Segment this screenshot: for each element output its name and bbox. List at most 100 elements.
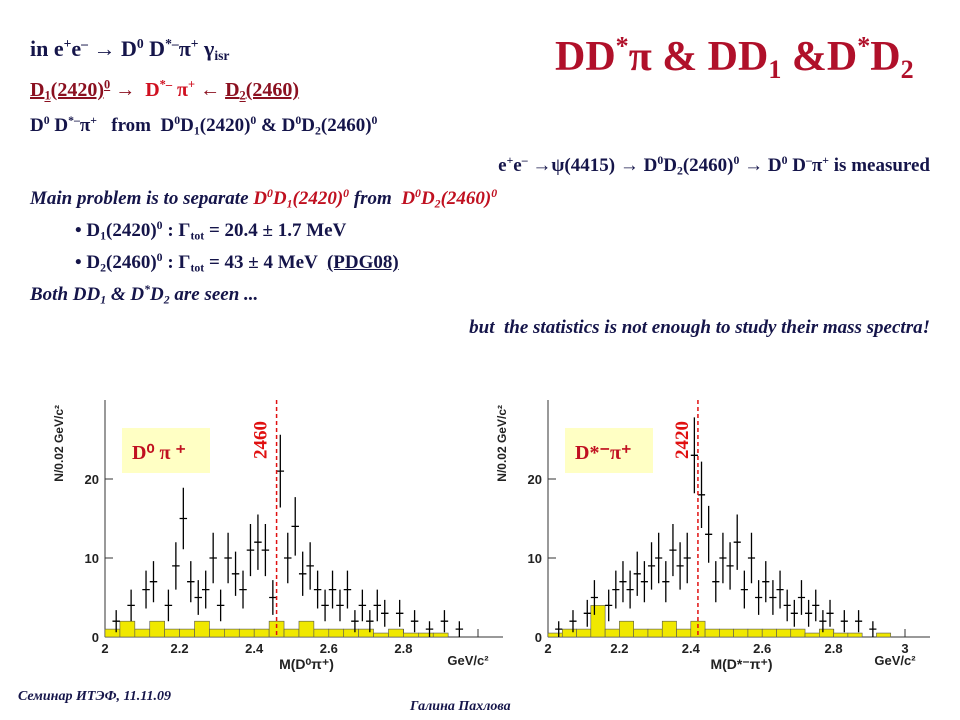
data-point (179, 487, 188, 550)
text-segment: * (857, 31, 871, 61)
x-axis-unit: GeV/c² (874, 653, 916, 668)
y-tick-label: 20 (85, 472, 99, 487)
background-bar (194, 620, 210, 638)
text-segment: from D (97, 115, 175, 136)
data-point (762, 561, 770, 603)
y-tick-label: 0 (92, 630, 99, 645)
text-segment: 0 (43, 113, 50, 127)
data-point (662, 561, 670, 603)
text-segment: D (135, 79, 160, 101)
text-segment: 2 (900, 54, 914, 84)
data-point (328, 570, 337, 609)
data-point (740, 570, 748, 609)
text-segment: but the statistics is not enough to stud… (469, 317, 930, 338)
y-tick-label: 10 (85, 551, 99, 566)
data-point (142, 570, 150, 609)
text-segment: D (401, 188, 416, 209)
background-bar (804, 632, 820, 638)
text-segment: 0 (371, 113, 378, 127)
text-segment: D (30, 79, 45, 101)
data-point (812, 589, 820, 622)
text-line: • D1(2420)0 : Γtot = 20.4 ± 1.7 MeV (75, 218, 347, 243)
data-point (626, 570, 634, 609)
x-tick-label: 2.2 (171, 641, 189, 656)
text-segment: 0 (733, 153, 740, 167)
text-segment: 0 (415, 186, 421, 200)
text-segment: π (811, 155, 823, 176)
x-axis-unit: GeV/c² (447, 653, 489, 668)
text-segment: * (615, 31, 629, 61)
text-segment: & D (106, 284, 145, 305)
text-segment: are seen ... (169, 284, 259, 305)
x-tick-label: 2 (544, 641, 551, 656)
text-segment: + (63, 35, 72, 51)
text-segment: DD (555, 34, 616, 80)
background-bar (833, 632, 849, 638)
text-segment: e (498, 155, 507, 176)
text-segment: – (805, 153, 812, 167)
text-segment: 2 (676, 164, 683, 178)
text-segment: 0 (781, 153, 788, 167)
data-point (712, 561, 720, 603)
data-point (776, 570, 784, 609)
data-point (201, 570, 210, 609)
text-segment: D (787, 155, 806, 176)
text-segment: *– (159, 77, 173, 92)
text-segment: γ (198, 36, 215, 61)
background-bar (776, 628, 792, 638)
text-segment: + (822, 153, 830, 167)
text-segment: 2 (163, 293, 170, 307)
text-line: D1(2420)0 → D*– π+ ← D2(2460) (30, 77, 299, 102)
legend-box (122, 428, 210, 473)
background-bar (876, 632, 892, 638)
text-segment: • D (75, 252, 101, 273)
text-segment: tot (190, 261, 205, 275)
background-bar (313, 628, 330, 638)
legend-label: D*⁻π⁺ (575, 442, 632, 464)
data-point (855, 610, 863, 633)
data-point (733, 514, 741, 570)
data-point (194, 580, 202, 615)
text-line: but the statistics is not enough to stud… (469, 318, 930, 337)
background-bar (561, 628, 577, 638)
data-point (555, 621, 563, 637)
background-bar (238, 628, 255, 638)
text-segment: in e (30, 36, 64, 61)
text-segment: e (513, 155, 522, 176)
background-bar (747, 628, 763, 638)
text-segment: : Γ (162, 220, 191, 241)
data-point (726, 542, 734, 590)
text-segment: 0 (491, 186, 498, 200)
text-segment: 0 (103, 77, 111, 92)
text-segment: Both DD (30, 284, 101, 305)
text-segment: is measured (829, 155, 930, 176)
data-point (410, 610, 419, 633)
data-point (395, 599, 404, 627)
text-segment: = 20.4 ± 1.7 MeV (204, 220, 347, 241)
text-segment: (2460) (440, 188, 492, 209)
data-point (351, 610, 359, 633)
background-bar (328, 628, 345, 638)
data-point (284, 532, 292, 584)
background-bar (633, 628, 649, 638)
text-segment: : Γ (162, 252, 191, 273)
x-tick-label: 2.4 (245, 641, 264, 656)
background-bar (790, 628, 806, 638)
x-tick-label: 2 (101, 641, 108, 656)
text-segment: from (349, 188, 402, 209)
text-segment: tot (190, 229, 205, 243)
text-segment: e (71, 36, 82, 61)
data-point (209, 532, 217, 584)
text-segment: = 43 ± 4 MeV (204, 252, 327, 273)
data-point (647, 542, 656, 590)
x-tick-label: 2.8 (394, 641, 412, 656)
data-point (366, 610, 374, 633)
text-segment: 2 (100, 261, 107, 275)
background-bar (164, 628, 180, 638)
text-segment: D (253, 188, 267, 209)
background-bar (619, 620, 634, 638)
text-line: e+e– →ψ(4415) → D0D2(2460)0 → D0 D–π+ is… (498, 153, 930, 178)
text-segment: 1 (193, 124, 200, 138)
text-segment: 0 (156, 218, 163, 232)
